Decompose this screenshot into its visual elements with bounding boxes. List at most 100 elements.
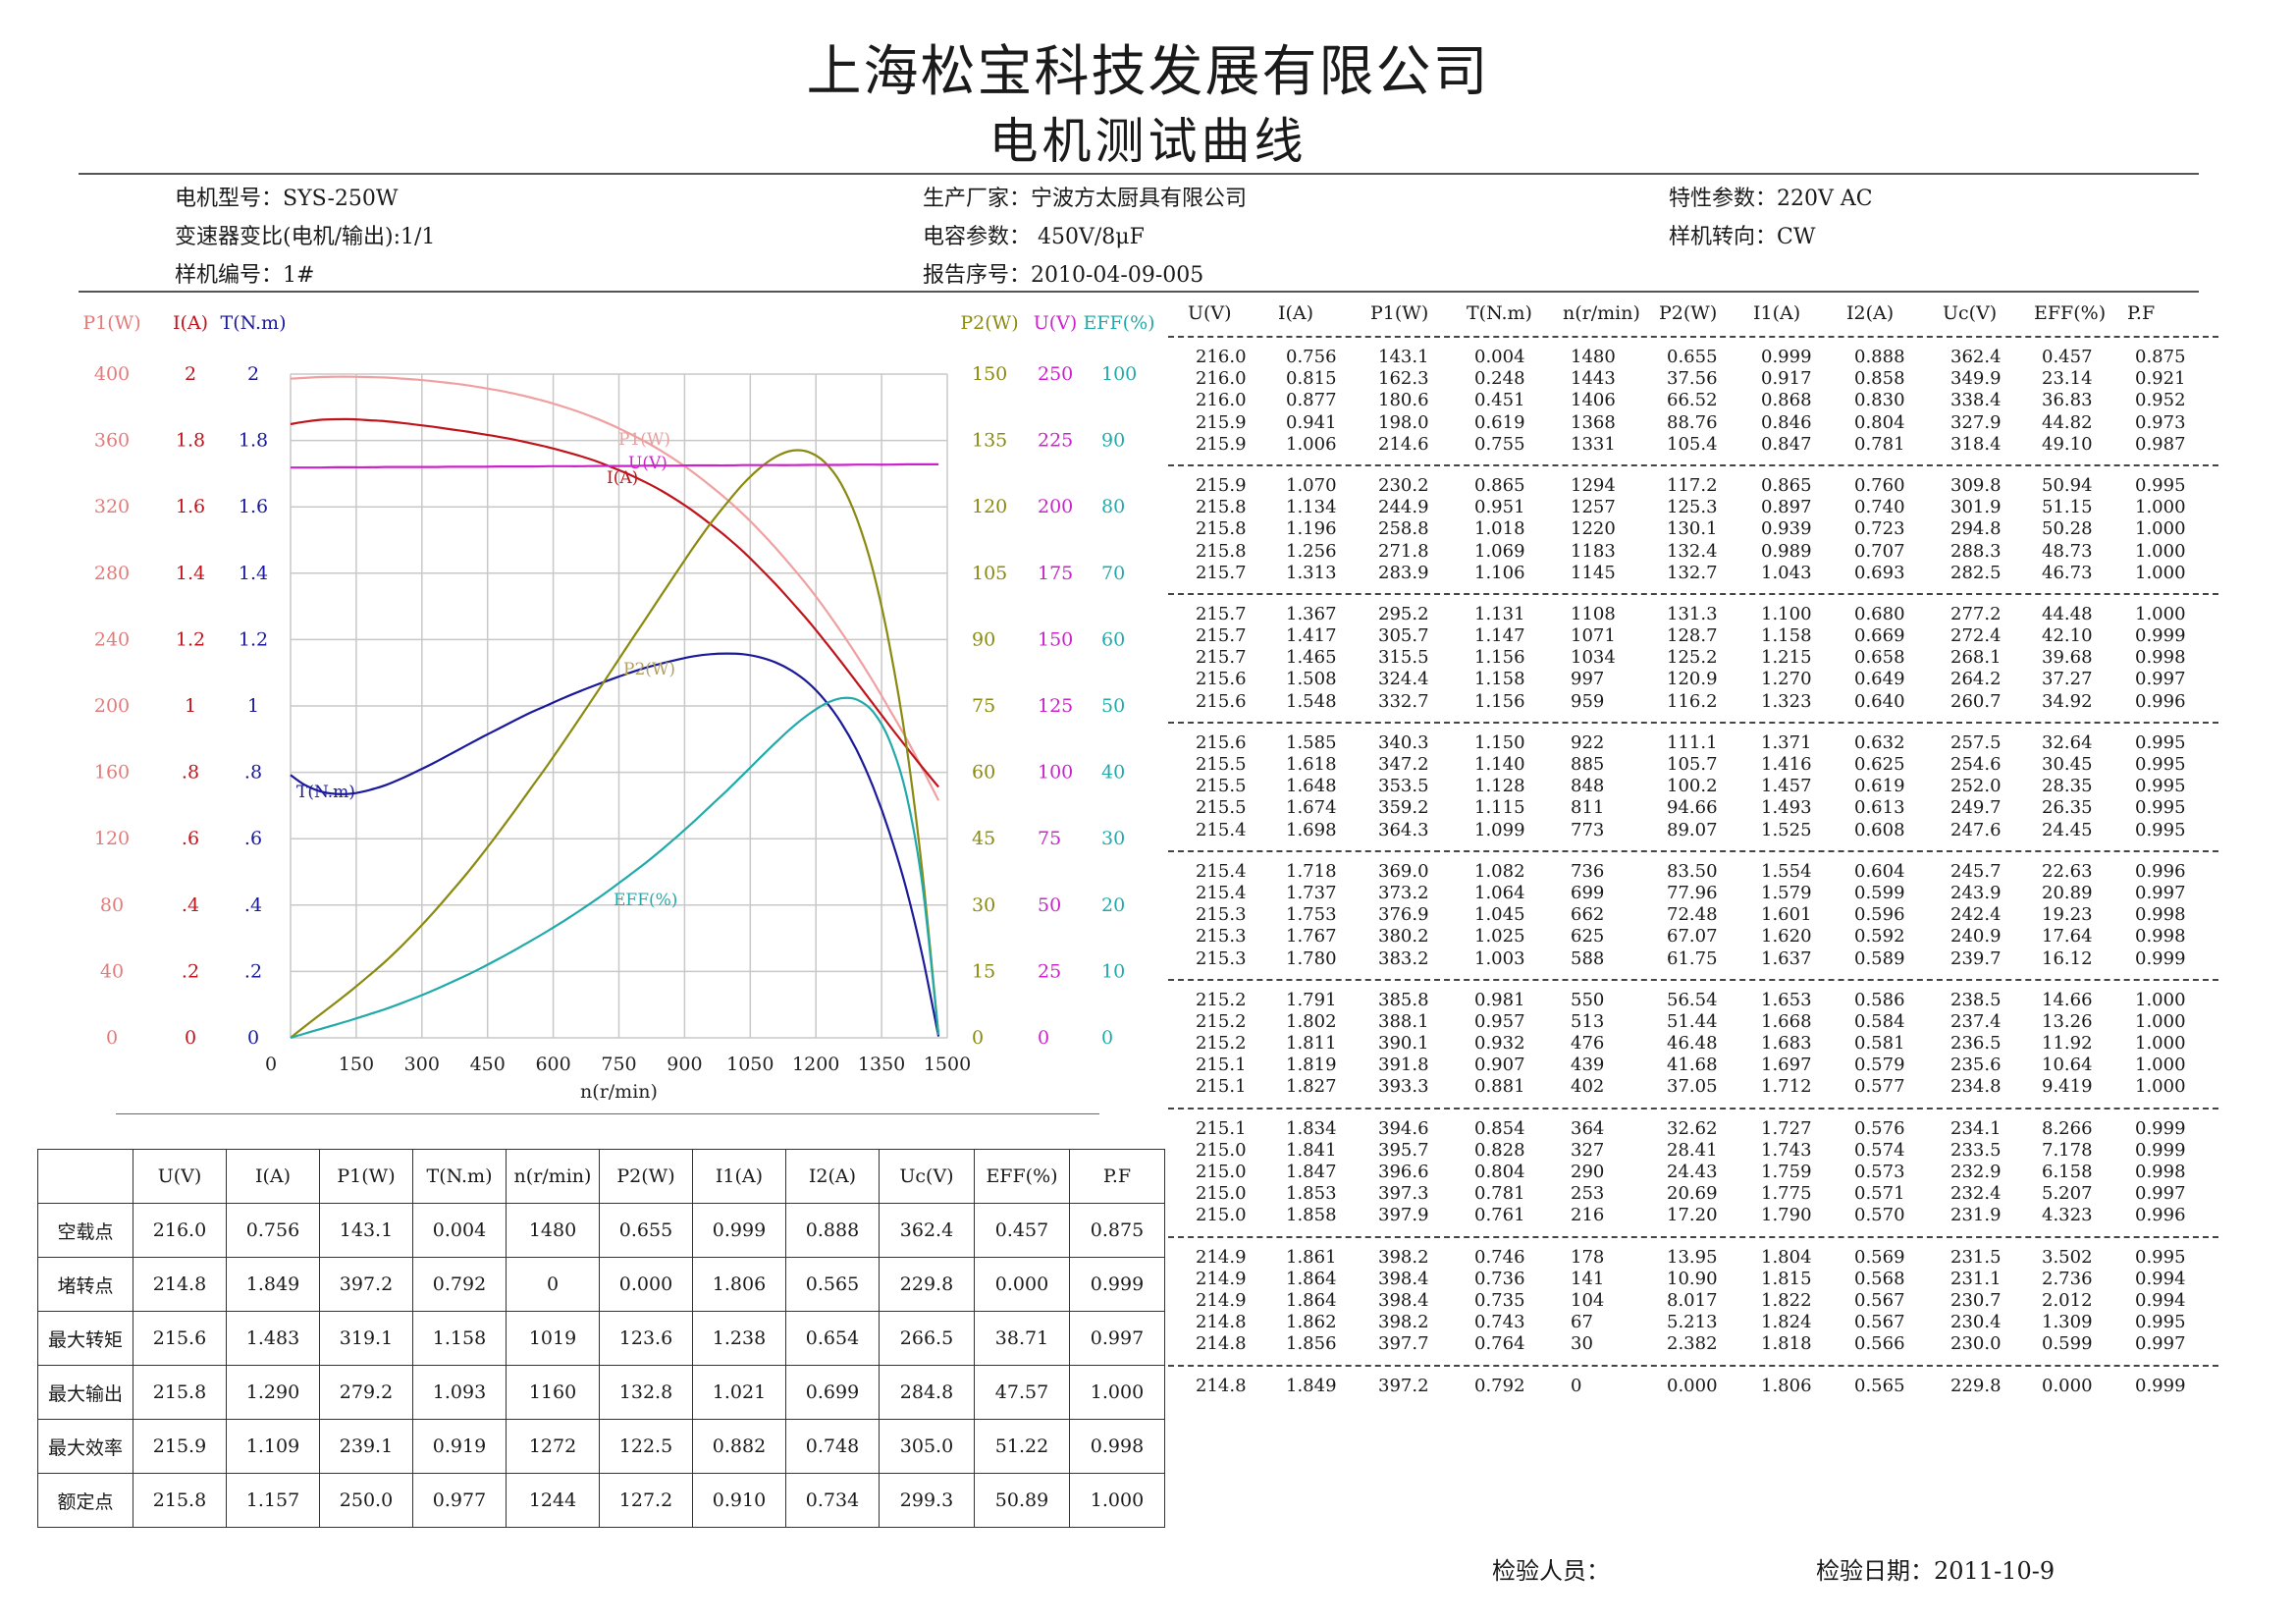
- table-cell: 215.1: [1196, 1076, 1247, 1098]
- summary-cell: 143.1: [319, 1203, 413, 1258]
- table-cell: 230.0: [1950, 1333, 2002, 1355]
- table-cell: 315.5: [1378, 647, 1429, 669]
- tick-label-left: .4: [182, 894, 199, 916]
- table-cell: 0.589: [1854, 947, 1905, 969]
- table-cell: 9.419: [2042, 1076, 2093, 1098]
- table-cell: 1.043: [1761, 562, 1812, 583]
- table-cell: 19.23: [2042, 904, 2093, 926]
- summary-cell: 0.997: [1069, 1311, 1165, 1366]
- table-cell: 252.0: [1950, 776, 2002, 797]
- table-cell: 0.574: [1854, 1139, 1905, 1161]
- table-cell: 1.270: [1761, 669, 1812, 690]
- table-cell: 1.853: [1286, 1183, 1337, 1205]
- table-cell: 215.5: [1196, 754, 1247, 775]
- table-cell: 230.2: [1378, 474, 1429, 496]
- curve-label: U(V): [628, 454, 667, 473]
- table-row: 215.7 1.313 283.9 1.106 1145 132.7 1.043 0.693 2…: [1168, 563, 2218, 584]
- table-cell: 0.457: [2042, 347, 2093, 367]
- table-cell: 1.000: [2135, 989, 2186, 1010]
- table-cell: 1.000: [2135, 1010, 2186, 1032]
- table-cell: 0.740: [1854, 497, 1905, 518]
- summary-row: 最大效率 215.9 1.109 239.1 0.919 1272 122.5 0.882 0.…: [37, 1419, 1165, 1474]
- table-cell: 1.025: [1474, 926, 1525, 947]
- table-cell: 0.569: [1854, 1246, 1905, 1268]
- summary-cell: 1.000: [1069, 1365, 1165, 1420]
- table-cell: 1034: [1571, 647, 1616, 669]
- tick-label-x: 1050: [726, 1054, 774, 1075]
- table-cell: 397.3: [1378, 1183, 1429, 1205]
- table-cell: 0.999: [2135, 947, 2186, 969]
- table-cell: 1.737: [1286, 882, 1337, 903]
- table-row: 215.3 1.767 380.2 1.025 625 67.07 1.620 0.592 24…: [1168, 926, 2218, 947]
- table-cell: 0.996: [2135, 690, 2186, 712]
- table-cell: 1.780: [1286, 947, 1337, 969]
- table-cell: 1.637: [1761, 947, 1812, 969]
- table-cell: 22.63: [2042, 860, 2093, 882]
- table-cell: 116.2: [1667, 690, 1718, 712]
- summary-cell: 0.998: [1069, 1419, 1165, 1474]
- table-cell: 1.864: [1286, 1268, 1337, 1289]
- table-cell: 364.3: [1378, 819, 1429, 840]
- tick-label-left: 360: [94, 430, 130, 452]
- table-cell: 288.3: [1950, 540, 2002, 562]
- summary-row-label: 堵转点: [37, 1257, 133, 1312]
- table-cell: 1.000: [2135, 518, 2186, 540]
- table-cell: 395.7: [1378, 1139, 1429, 1161]
- table-cell: 1.554: [1761, 860, 1812, 882]
- table-cell: 736: [1571, 860, 1605, 882]
- table-cell: 214.8: [1196, 1333, 1247, 1355]
- table-cell: 1.712: [1761, 1076, 1812, 1098]
- summary-cell: 215.6: [133, 1311, 227, 1366]
- company-name: 上海松宝科技发展有限公司: [806, 40, 1490, 104]
- table-cell: 0.997: [2135, 1183, 2186, 1205]
- tick-label-right: 20: [1101, 894, 1125, 916]
- table-cell: 132.4: [1667, 540, 1718, 562]
- table-cell: 1.045: [1474, 904, 1525, 926]
- tick-label-left: .8: [182, 762, 199, 784]
- table-cell: 1480: [1571, 347, 1616, 367]
- table-cell: 340.3: [1378, 731, 1429, 753]
- table-cell: 1.003: [1474, 947, 1525, 969]
- axis-label-tnm: T(N.m): [221, 312, 287, 334]
- table-cell: 215.5: [1196, 797, 1247, 819]
- table-cell: 0.998: [2135, 904, 2186, 926]
- table-row: 215.0 1.858 397.9 0.761 216 17.20 1.790 0.570 23…: [1168, 1205, 2218, 1226]
- summary-table: U(V) I(A) P1(W) T(N.m) n(r/min) P2(W) I1(A) I2(…: [37, 1149, 1165, 1528]
- summary-row-label: 最大转矩: [37, 1311, 133, 1366]
- table-cell: 1.815: [1761, 1268, 1812, 1289]
- table-cell: 0.998: [2135, 647, 2186, 669]
- table-cell: 1.069: [1474, 540, 1525, 562]
- table-cell: 24.43: [1667, 1162, 1718, 1182]
- table-cell: 105.4: [1667, 433, 1718, 455]
- table-cell: 1.856: [1286, 1333, 1337, 1355]
- table-cell: 229.8: [1950, 1375, 2002, 1396]
- tick-label-x: 1200: [792, 1054, 839, 1075]
- tick-label-right: 45: [972, 828, 995, 849]
- axis-label-eff: EFF(%): [1083, 312, 1154, 334]
- summary-cell: 216.0: [133, 1203, 227, 1258]
- table-cell: 353.5: [1378, 776, 1429, 797]
- tick-label-left: 1.6: [239, 496, 268, 517]
- curve-label: P2(W): [623, 660, 675, 679]
- table-cell: 272.4: [1950, 625, 2002, 647]
- table-cell: 215.8: [1196, 497, 1247, 518]
- table-cell: 216.0: [1196, 390, 1247, 411]
- table-cell: 0.921: [2135, 368, 2186, 390]
- table-cell: 215.3: [1196, 904, 1247, 926]
- summary-cell: 0.000: [599, 1257, 693, 1312]
- table-cell: 77.96: [1667, 882, 1718, 903]
- group-divider: [1168, 978, 2218, 981]
- column-header: I(A): [1278, 302, 1314, 324]
- table-cell: 398.2: [1378, 1246, 1429, 1268]
- data-group: 214.9 1.861 398.2 0.746 178 13.95 1.804 0.569 23…: [1168, 1238, 2218, 1365]
- table-cell: 1.115: [1474, 797, 1525, 819]
- table-row: 215.8 1.196 258.8 1.018 1220 130.1 0.939 0.723 2…: [1168, 518, 2218, 540]
- table-cell: 1.849: [1286, 1375, 1337, 1396]
- table-row: 215.5 1.618 347.2 1.140 885 105.7 1.416 0.625 25…: [1168, 754, 2218, 776]
- table-cell: 1.648: [1286, 776, 1337, 797]
- table-cell: 249.7: [1950, 797, 2002, 819]
- table-cell: 0.632: [1854, 731, 1905, 753]
- data-group: 215.6 1.585 340.3 1.150 922 111.1 1.371 0.632 25…: [1168, 724, 2218, 850]
- summary-cell: 0.977: [412, 1473, 507, 1528]
- info-report-no: 报告序号：2010-04-09-005: [923, 263, 1204, 288]
